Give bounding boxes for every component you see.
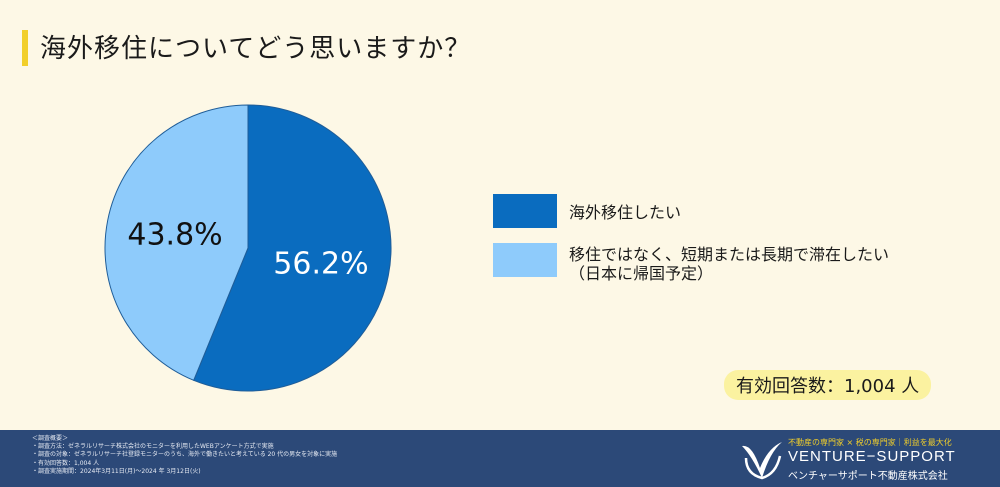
legend-item-want-to-migrate: 海外移住したい bbox=[493, 194, 681, 228]
survey-note-line: ・調査方法：ゼネラルリサーチ株式会社のモニターを利用したWEBアンケート方式で実… bbox=[32, 443, 274, 451]
pie-label-stay-temporarily: 43.8% bbox=[127, 218, 222, 253]
footer: ＜調査概要＞ ・調査方法：ゼネラルリサーチ株式会社のモニターを利用したWEBアン… bbox=[0, 430, 1000, 487]
brand-block: 不動産の専門家 × 税の専門家｜利益を最大化 VENTURE−SUPPORT ベ… bbox=[738, 434, 988, 484]
survey-note-line: ＜調査概要＞ bbox=[32, 435, 69, 442]
response-count-badge: 有効回答数：1,004 人 bbox=[724, 370, 932, 400]
brand-logo-icon bbox=[742, 442, 782, 480]
survey-note-line: ・調査の対象：ゼネラルリサーチ社登録モニターのうち、海外で働きたいと考えている … bbox=[32, 451, 338, 459]
title-accent-bar bbox=[22, 30, 28, 66]
chart-title: 海外移住についてどう思いますか？ bbox=[40, 34, 472, 64]
legend-label-line: 移住ではなく、短期または長期で滞在したい bbox=[569, 245, 890, 264]
pie-slice-stay-temporarily bbox=[104, 104, 249, 381]
legend-label-want-to-migrate: 海外移住したい bbox=[569, 203, 681, 222]
legend-label-line: 海外移住したい bbox=[569, 203, 682, 222]
legend-swatch-want-to-migrate bbox=[493, 194, 557, 228]
pie-label-want-to-migrate: 56.2% bbox=[273, 246, 368, 281]
legend-label-stay-temporarily: 移住ではなく、短期または長期で滞在したい （日本に帰国予定） bbox=[569, 245, 889, 283]
survey-notes: ＜調査概要＞ ・調査方法：ゼネラルリサーチ株式会社のモニターを利用したWEBアン… bbox=[32, 435, 337, 476]
brand-company-name: ベンチャーサポート不動産株式会社 bbox=[788, 471, 948, 482]
survey-note-line: ・調査実施期間：2024年3月11日(月)～2024 年 3月12日(火) bbox=[32, 467, 201, 475]
legend-swatch-stay-temporarily bbox=[493, 243, 557, 277]
survey-note-line: ・有効回答数：1,004 人 bbox=[32, 459, 100, 467]
brand-tagline: 不動産の専門家 × 税の専門家｜利益を最大化 bbox=[788, 438, 952, 447]
legend-label-line: （日本に帰国予定） bbox=[569, 264, 714, 283]
pie-slice-want-to-migrate bbox=[193, 104, 392, 392]
pie-chart: 56.2% 43.8% bbox=[104, 104, 392, 392]
brand-name: VENTURE−SUPPORT bbox=[788, 448, 956, 465]
legend-item-stay-temporarily: 移住ではなく、短期または長期で滞在したい （日本に帰国予定） bbox=[493, 243, 889, 283]
